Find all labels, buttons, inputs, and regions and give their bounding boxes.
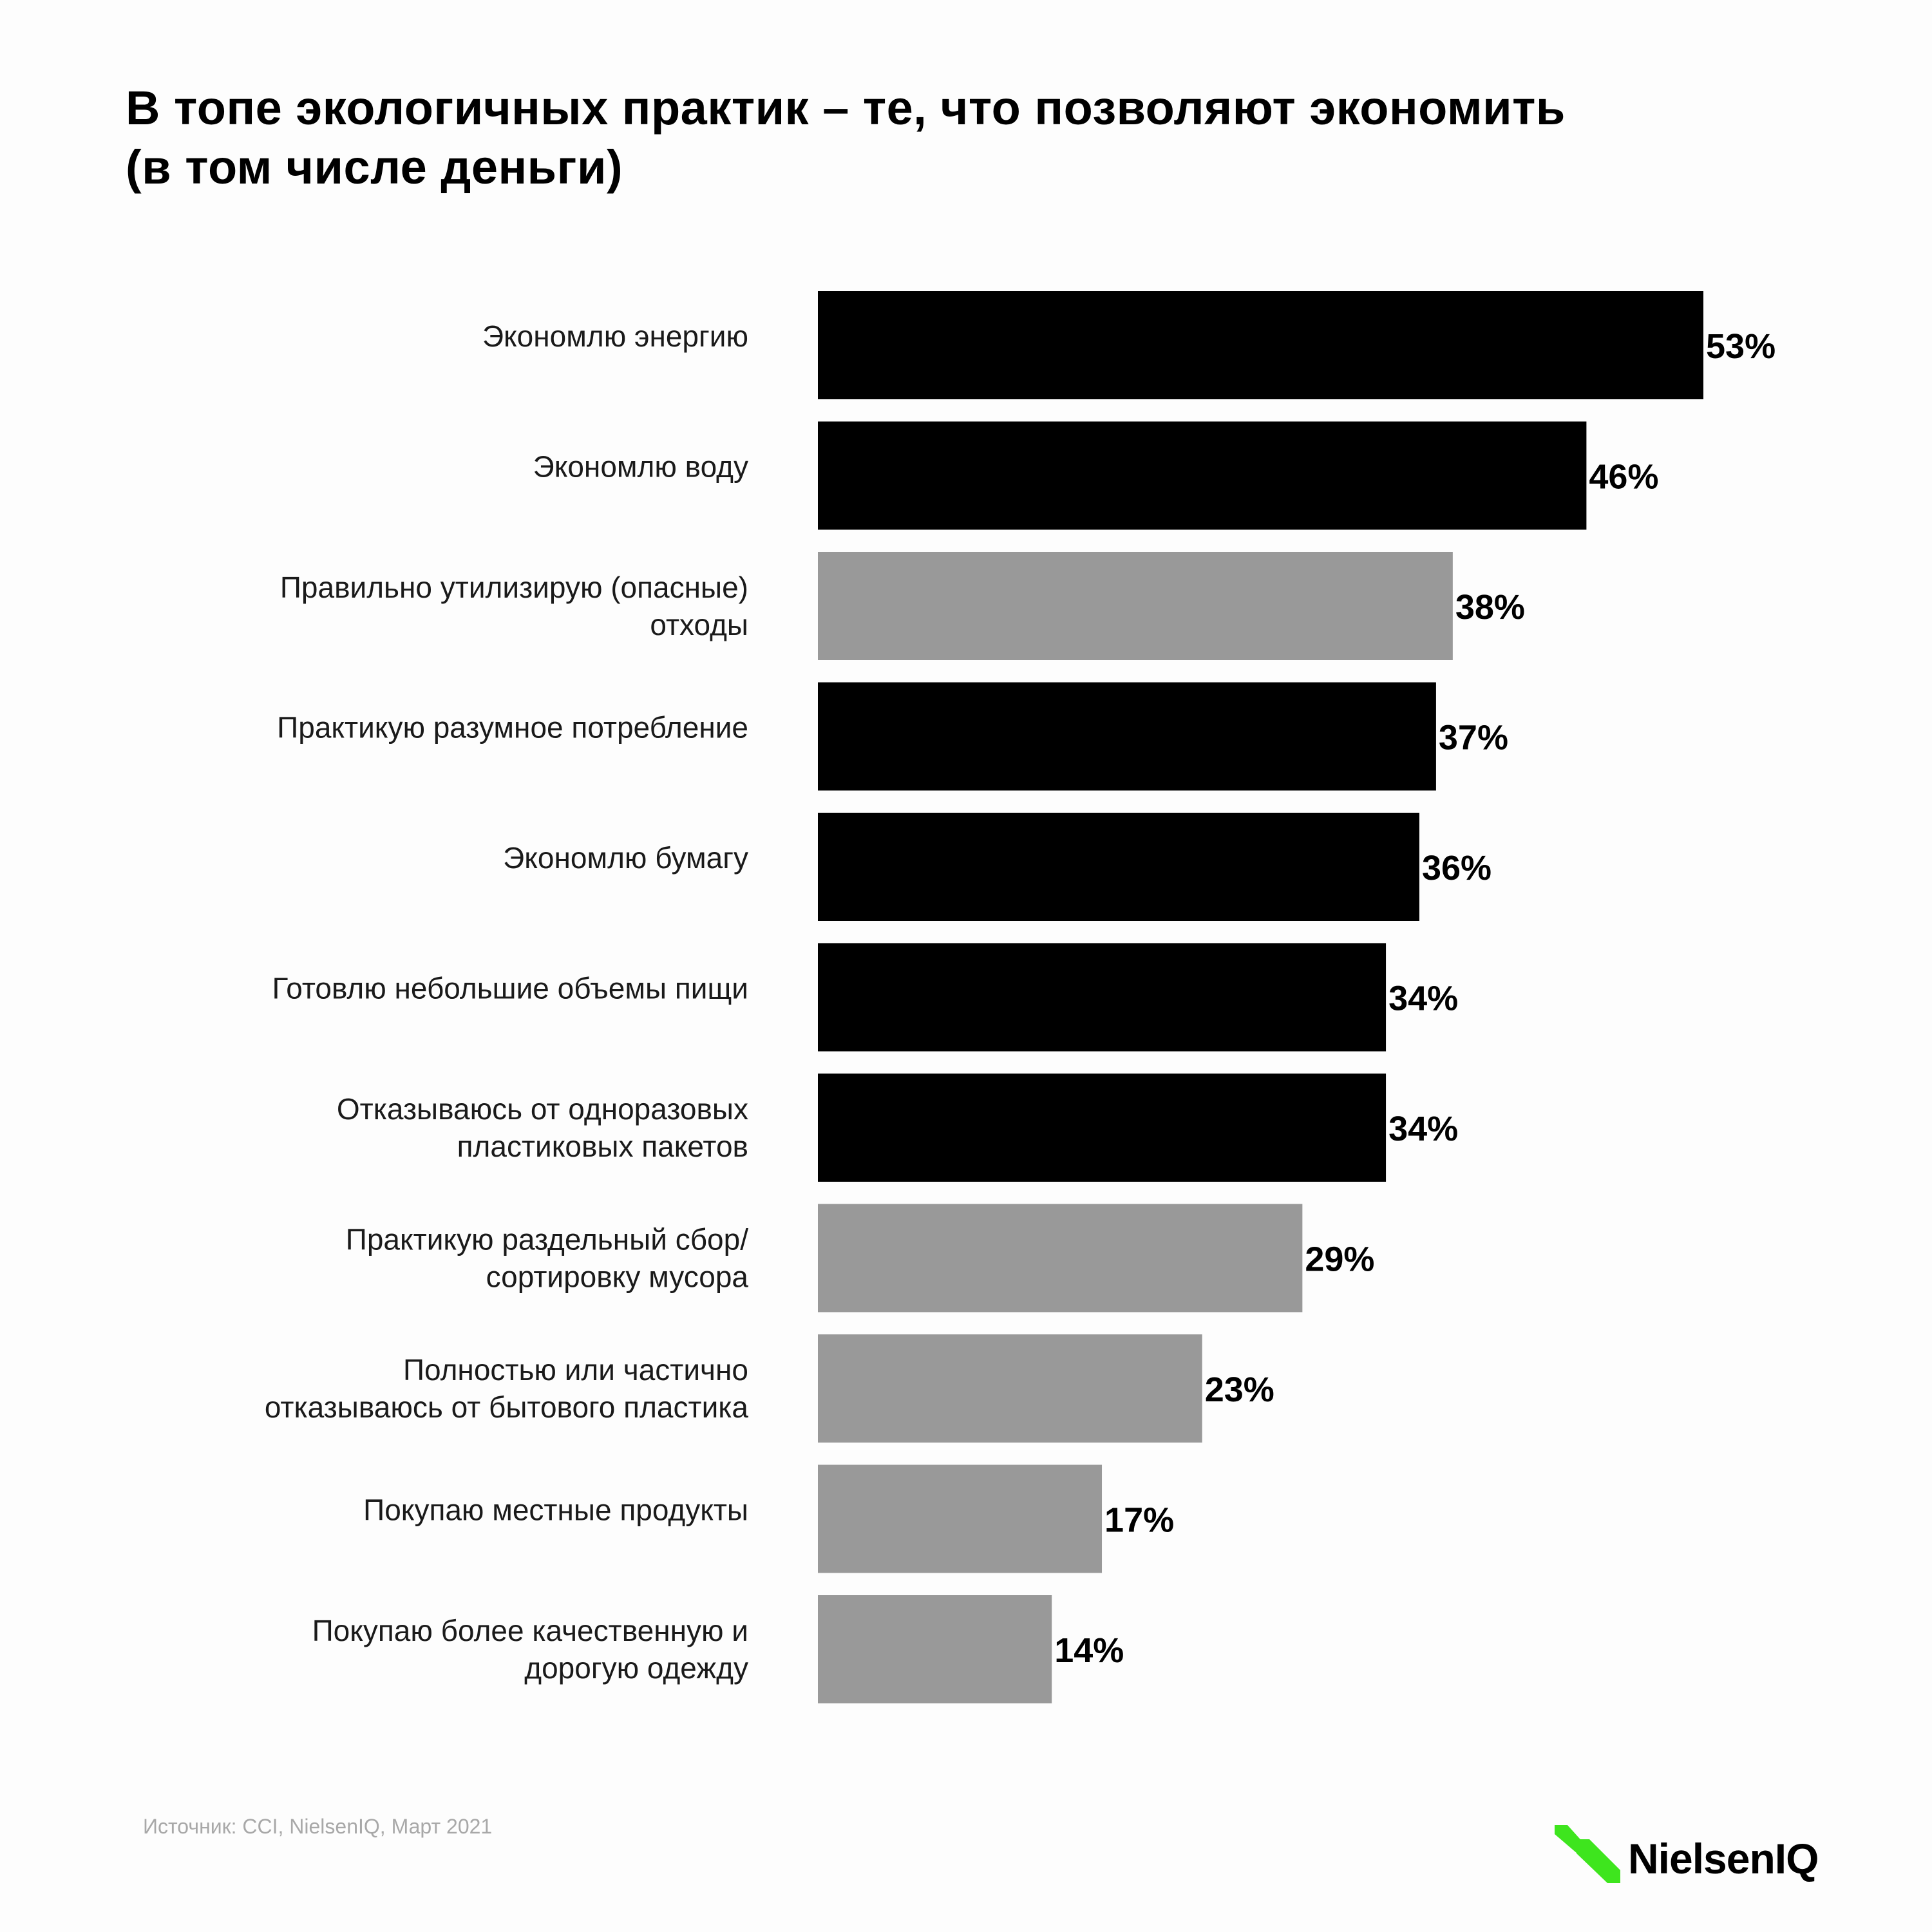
category-label-line: отходы: [650, 608, 748, 641]
category-label-4: Практикую разумное потребление: [277, 711, 748, 744]
category-label-line: Экономлю бумагу: [503, 841, 748, 875]
value-label-3: 38%: [1455, 588, 1525, 627]
category-label-line: Правильно утилизирую (опасные): [280, 571, 748, 604]
bar-10: [818, 1464, 1103, 1573]
bar-3: [818, 552, 1453, 660]
bar-2: [818, 421, 1587, 530]
value-label-2: 46%: [1589, 458, 1658, 497]
category-label-line: дорогую одежду: [524, 1651, 748, 1685]
category-label-10: Покупаю местные продукты: [363, 1493, 748, 1527]
category-label-8: Практикую раздельный сбор/сортировку мус…: [346, 1223, 749, 1294]
category-label-7: Отказываюсь от одноразовых пластиковых па…: [337, 1092, 748, 1163]
bar-11: [818, 1595, 1052, 1703]
category-label-line: Практикую разумное потребление: [277, 711, 748, 744]
value-label-7: 34%: [1388, 1110, 1458, 1148]
chart-title: В топе экологичных практик – те, что поз…: [126, 79, 1800, 197]
nielseniq-logo-mark-icon: [1555, 1825, 1620, 1883]
category-label-line: Практикую раздельный сбор/: [346, 1223, 748, 1256]
category-label-line: Отказываюсь от одноразовых: [337, 1092, 748, 1126]
category-label-line: Покупаю местные продукты: [363, 1493, 748, 1527]
bar-9: [818, 1334, 1202, 1443]
category-label-11: Покупаю более качественную и дорогую одеж…: [312, 1614, 748, 1685]
category-label-6: Готовлю небольшие объемы пищи: [272, 972, 748, 1005]
category-label-2: Экономлю воду: [533, 450, 748, 484]
value-label-11: 14%: [1054, 1631, 1124, 1670]
bar-6: [818, 943, 1387, 1052]
bar-7: [818, 1074, 1387, 1182]
nielseniq-logo-text: NielsenIQ: [1628, 1835, 1819, 1882]
bar-5: [818, 813, 1419, 921]
category-label-5: Экономлю бумагу: [503, 841, 748, 875]
category-label-1: Экономлю энергию: [482, 319, 748, 353]
chart-title-line-2: (в том числе деньги): [126, 140, 623, 194]
bar-4: [818, 682, 1436, 791]
category-label-line: Экономлю воду: [533, 450, 748, 484]
category-label-line: Готовлю небольшие объемы пищи: [272, 972, 748, 1005]
category-label-line: Покупаю более качественную и: [312, 1614, 748, 1647]
category-label-line: отказываюсь от бытового пластика: [265, 1390, 749, 1424]
category-label-line: сортировку мусора: [486, 1260, 749, 1294]
category-label-line: Экономлю энергию: [482, 319, 748, 353]
nielseniq-logo: NielsenIQ: [1552, 1820, 1874, 1897]
value-label-10: 17%: [1104, 1501, 1174, 1540]
value-label-4: 37%: [1439, 719, 1508, 757]
value-label-6: 34%: [1388, 980, 1458, 1018]
bar-1: [818, 291, 1703, 399]
source-note: Источник: CCI, NielsenIQ, Март 2021: [143, 1815, 493, 1838]
category-label-line: Полностью или частично: [403, 1353, 748, 1387]
category-label-9: Полностью или частично отказываюсь от быт…: [265, 1353, 749, 1424]
category-label-3: Правильно утилизирую (опасные) отходы: [280, 571, 748, 641]
chart-title-line-1: В топе экологичных практик – те, что поз…: [126, 81, 1566, 135]
bar-8: [818, 1204, 1303, 1312]
value-label-5: 36%: [1422, 849, 1492, 887]
value-label-1: 53%: [1706, 327, 1776, 366]
value-label-8: 29%: [1305, 1240, 1374, 1279]
value-label-9: 23%: [1205, 1370, 1274, 1409]
category-label-line: пластиковых пакетов: [457, 1130, 748, 1163]
